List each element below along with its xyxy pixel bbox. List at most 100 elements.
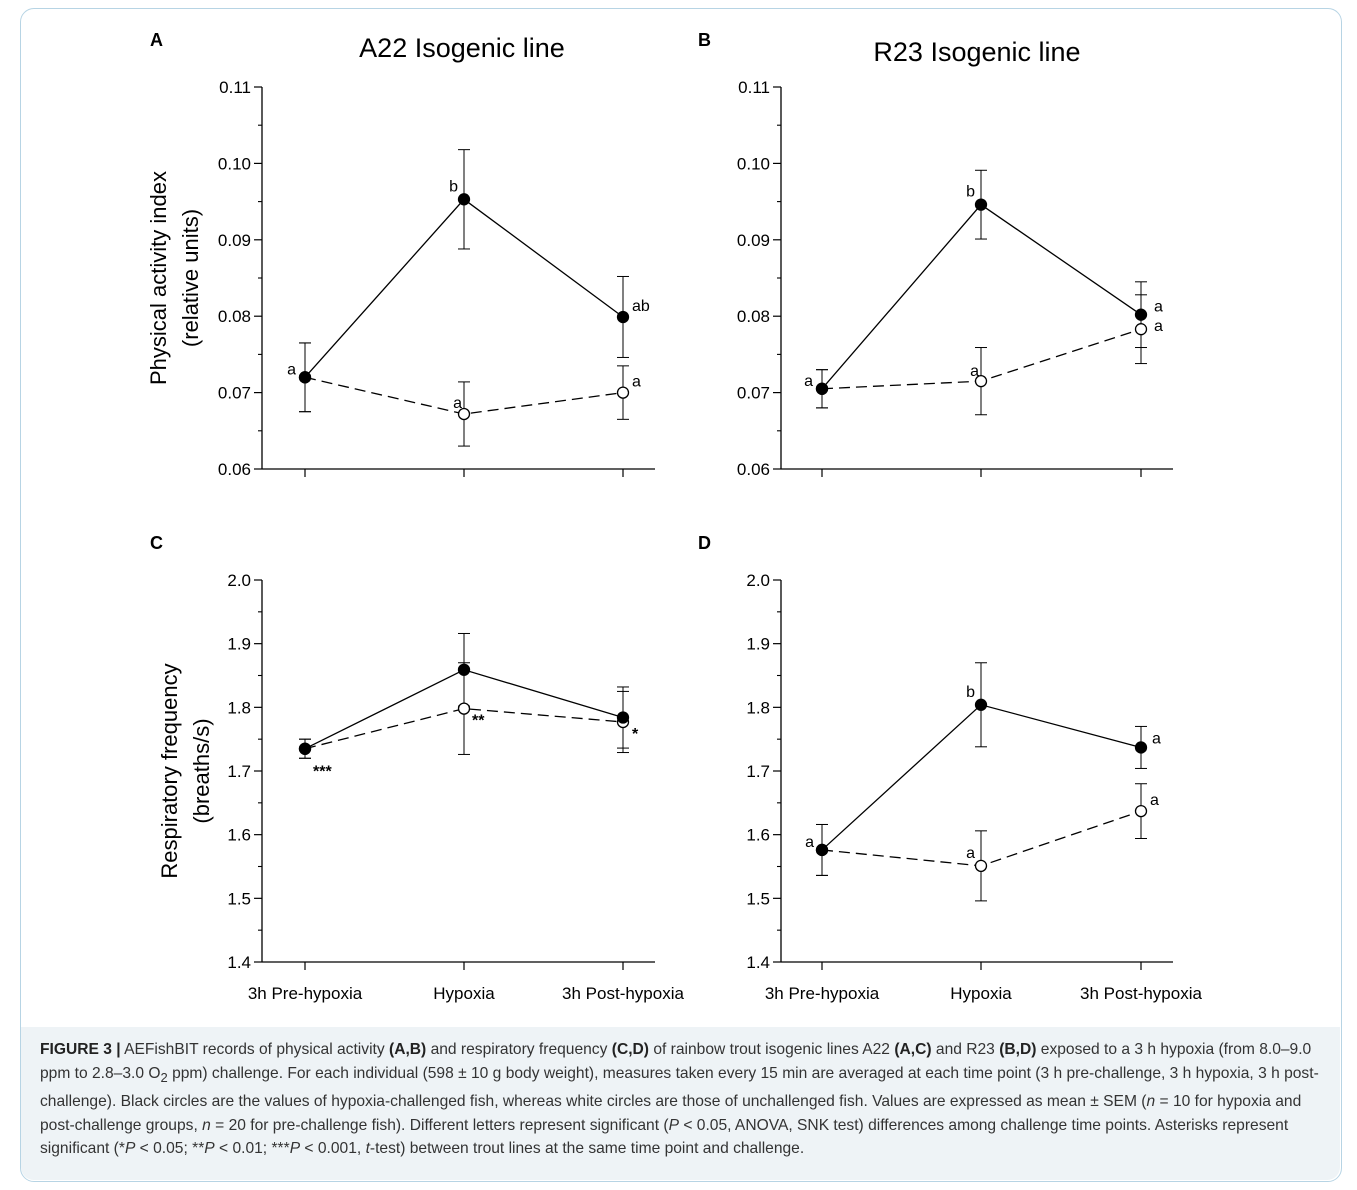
caption-segment: 2 <box>160 1069 168 1085</box>
y-tick-label: 0.08 <box>737 307 770 326</box>
significance-label: b <box>966 184 975 201</box>
y-tick-label: 1.9 <box>227 635 251 654</box>
caption-segment: P <box>668 1116 679 1134</box>
y-axis-label: Respiratory frequency <box>157 663 182 878</box>
caption-box <box>21 1027 1340 1180</box>
y-tick-label: 1.8 <box>746 698 770 717</box>
caption-segment: t <box>365 1140 370 1158</box>
caption-segment: (B,D) <box>999 1041 1037 1058</box>
panel-letter: A <box>150 30 163 50</box>
y-axis-label: Physical activity index <box>146 171 171 385</box>
caption-segment: ppm) challenge. For each individual (598… <box>40 1064 1319 1110</box>
y-axis-label: (breaths/s) <box>189 718 214 823</box>
y-tick-label: 1.7 <box>746 762 770 781</box>
y-tick-label: 1.7 <box>227 762 251 781</box>
data-point-open <box>616 386 630 399</box>
caption-segment: n <box>1146 1092 1156 1110</box>
significance-label: a <box>970 363 979 380</box>
data-point-open <box>974 374 988 388</box>
panel-title: R23 Isogenic line <box>873 37 1080 67</box>
panel-letter: D <box>698 533 711 553</box>
significance-label: a <box>453 395 462 412</box>
y-tick-label: 1.8 <box>227 698 251 717</box>
y-tick-label: 1.6 <box>227 826 251 845</box>
figure-plots: A A22 Isogenic line 0.06 0.07 0.08 0.09 0.10 0.… <box>146 30 1202 1003</box>
x-tick-label: 3h Pre-hypoxia <box>765 984 880 1003</box>
significance-label: *** <box>313 764 332 781</box>
y-tick-label: 1.6 <box>746 826 770 845</box>
x-tick-label: 3h Post-hypoxia <box>562 984 684 1003</box>
y-tick-label: 0.11 <box>219 78 251 97</box>
data-point-filled <box>616 310 630 324</box>
y-tick-label: 0.09 <box>218 231 251 250</box>
y-tick-label: 0.07 <box>218 384 251 403</box>
caption-segment: of rainbow trout isogenic lines A22 <box>649 1041 895 1058</box>
y-tick-label: 1.5 <box>746 889 770 908</box>
data-point-filled <box>974 198 988 211</box>
y-tick-label: 0.10 <box>737 154 770 173</box>
data-point-filled <box>298 371 312 384</box>
figure-label: FIGURE 3 | <box>40 1041 121 1058</box>
x-tick-label: Hypoxia <box>950 984 1012 1003</box>
caption-segment: P <box>289 1140 301 1158</box>
data-point-filled <box>298 742 312 755</box>
y-tick-label: 2.0 <box>227 571 251 590</box>
caption-segment: < 0.01; *** <box>214 1140 290 1158</box>
data-point-filled <box>457 663 471 676</box>
significance-label: a <box>805 834 814 851</box>
panel-letter: C <box>150 533 163 553</box>
caption-segment: P <box>124 1140 136 1158</box>
caption-text: AEFishBIT records of physical activity (… <box>40 1041 1319 1157</box>
panel-d: D 1.4 1.5 1.6 1.7 1.8 1.9 2.0 3h Pre-hypoxia Hypo… <box>698 533 1202 1003</box>
significance-label: ** <box>472 713 485 730</box>
data-point-filled <box>616 711 630 724</box>
caption-segment: = 20 for pre-challenge fish). Different … <box>210 1116 669 1134</box>
panel-a: A A22 Isogenic line 0.06 0.07 0.08 0.09 0.10 0.… <box>146 30 655 479</box>
y-tick-label: 1.5 <box>227 889 251 908</box>
data-point-filled <box>815 843 829 857</box>
y-tick-label: 0.08 <box>218 307 251 326</box>
y-tick-label: 0.11 <box>738 78 770 97</box>
caption-segment: n <box>202 1116 211 1134</box>
y-tick-label: 0.06 <box>218 460 251 479</box>
significance-label: * <box>632 726 639 743</box>
caption-segment: (A,B) <box>389 1041 427 1058</box>
y-tick-label: 0.10 <box>218 154 251 173</box>
caption-segment: = 10 for hypoxia and post-challenge grou… <box>40 1092 1302 1134</box>
caption-segment: -test) between trout lines at the same t… <box>369 1140 805 1158</box>
caption-segment: < 0.001, <box>300 1140 366 1158</box>
significance-label: a <box>1150 792 1159 809</box>
x-tick-label: Hypoxia <box>433 984 495 1003</box>
significance-label: a <box>1152 730 1161 747</box>
figure-caption: FIGURE 3 | AEFishBIT records of physical… <box>40 1038 1330 1161</box>
data-point-filled <box>1134 741 1148 754</box>
panel-b: B R23 Isogenic line 0.06 0.07 0.08 0.09 0.10 0.… <box>698 30 1173 479</box>
significance-label: a <box>632 374 641 391</box>
panel-c: C 1.4 1.5 1.6 1.7 1.8 1.9 2.0 3h Pre-hypoxia Hypo… <box>150 533 684 1003</box>
data-point-open <box>457 702 471 715</box>
significance-label: a <box>287 361 296 378</box>
caption-segment: < 0.05; ** <box>135 1140 205 1158</box>
caption-segment: P <box>204 1140 215 1158</box>
panel-title: A22 Isogenic line <box>359 33 565 63</box>
y-tick-label: 0.09 <box>737 231 770 250</box>
figure-frame <box>20 8 1342 1182</box>
significance-label: b <box>966 684 975 701</box>
y-tick-label: 0.07 <box>737 384 770 403</box>
panel-letter: B <box>698 30 711 50</box>
x-tick-label: 3h Post-hypoxia <box>1080 984 1202 1003</box>
y-tick-label: 0.06 <box>737 460 770 479</box>
y-tick-label: 1.9 <box>746 635 770 654</box>
significance-label: a <box>804 373 813 390</box>
y-tick-label: 2.0 <box>746 571 770 590</box>
data-point-filled <box>457 193 471 206</box>
caption-segment: AEFishBIT records of physical activity <box>120 1041 389 1058</box>
y-tick-label: 1.4 <box>227 953 251 972</box>
caption-segment: (C,D) <box>611 1041 649 1058</box>
caption-segment: and respiratory frequency <box>426 1041 612 1058</box>
significance-label: ab <box>632 298 650 315</box>
y-tick-label: 1.4 <box>746 953 770 972</box>
data-point-filled <box>815 382 829 395</box>
data-point-filled <box>1134 308 1148 321</box>
data-point-open <box>974 859 988 873</box>
